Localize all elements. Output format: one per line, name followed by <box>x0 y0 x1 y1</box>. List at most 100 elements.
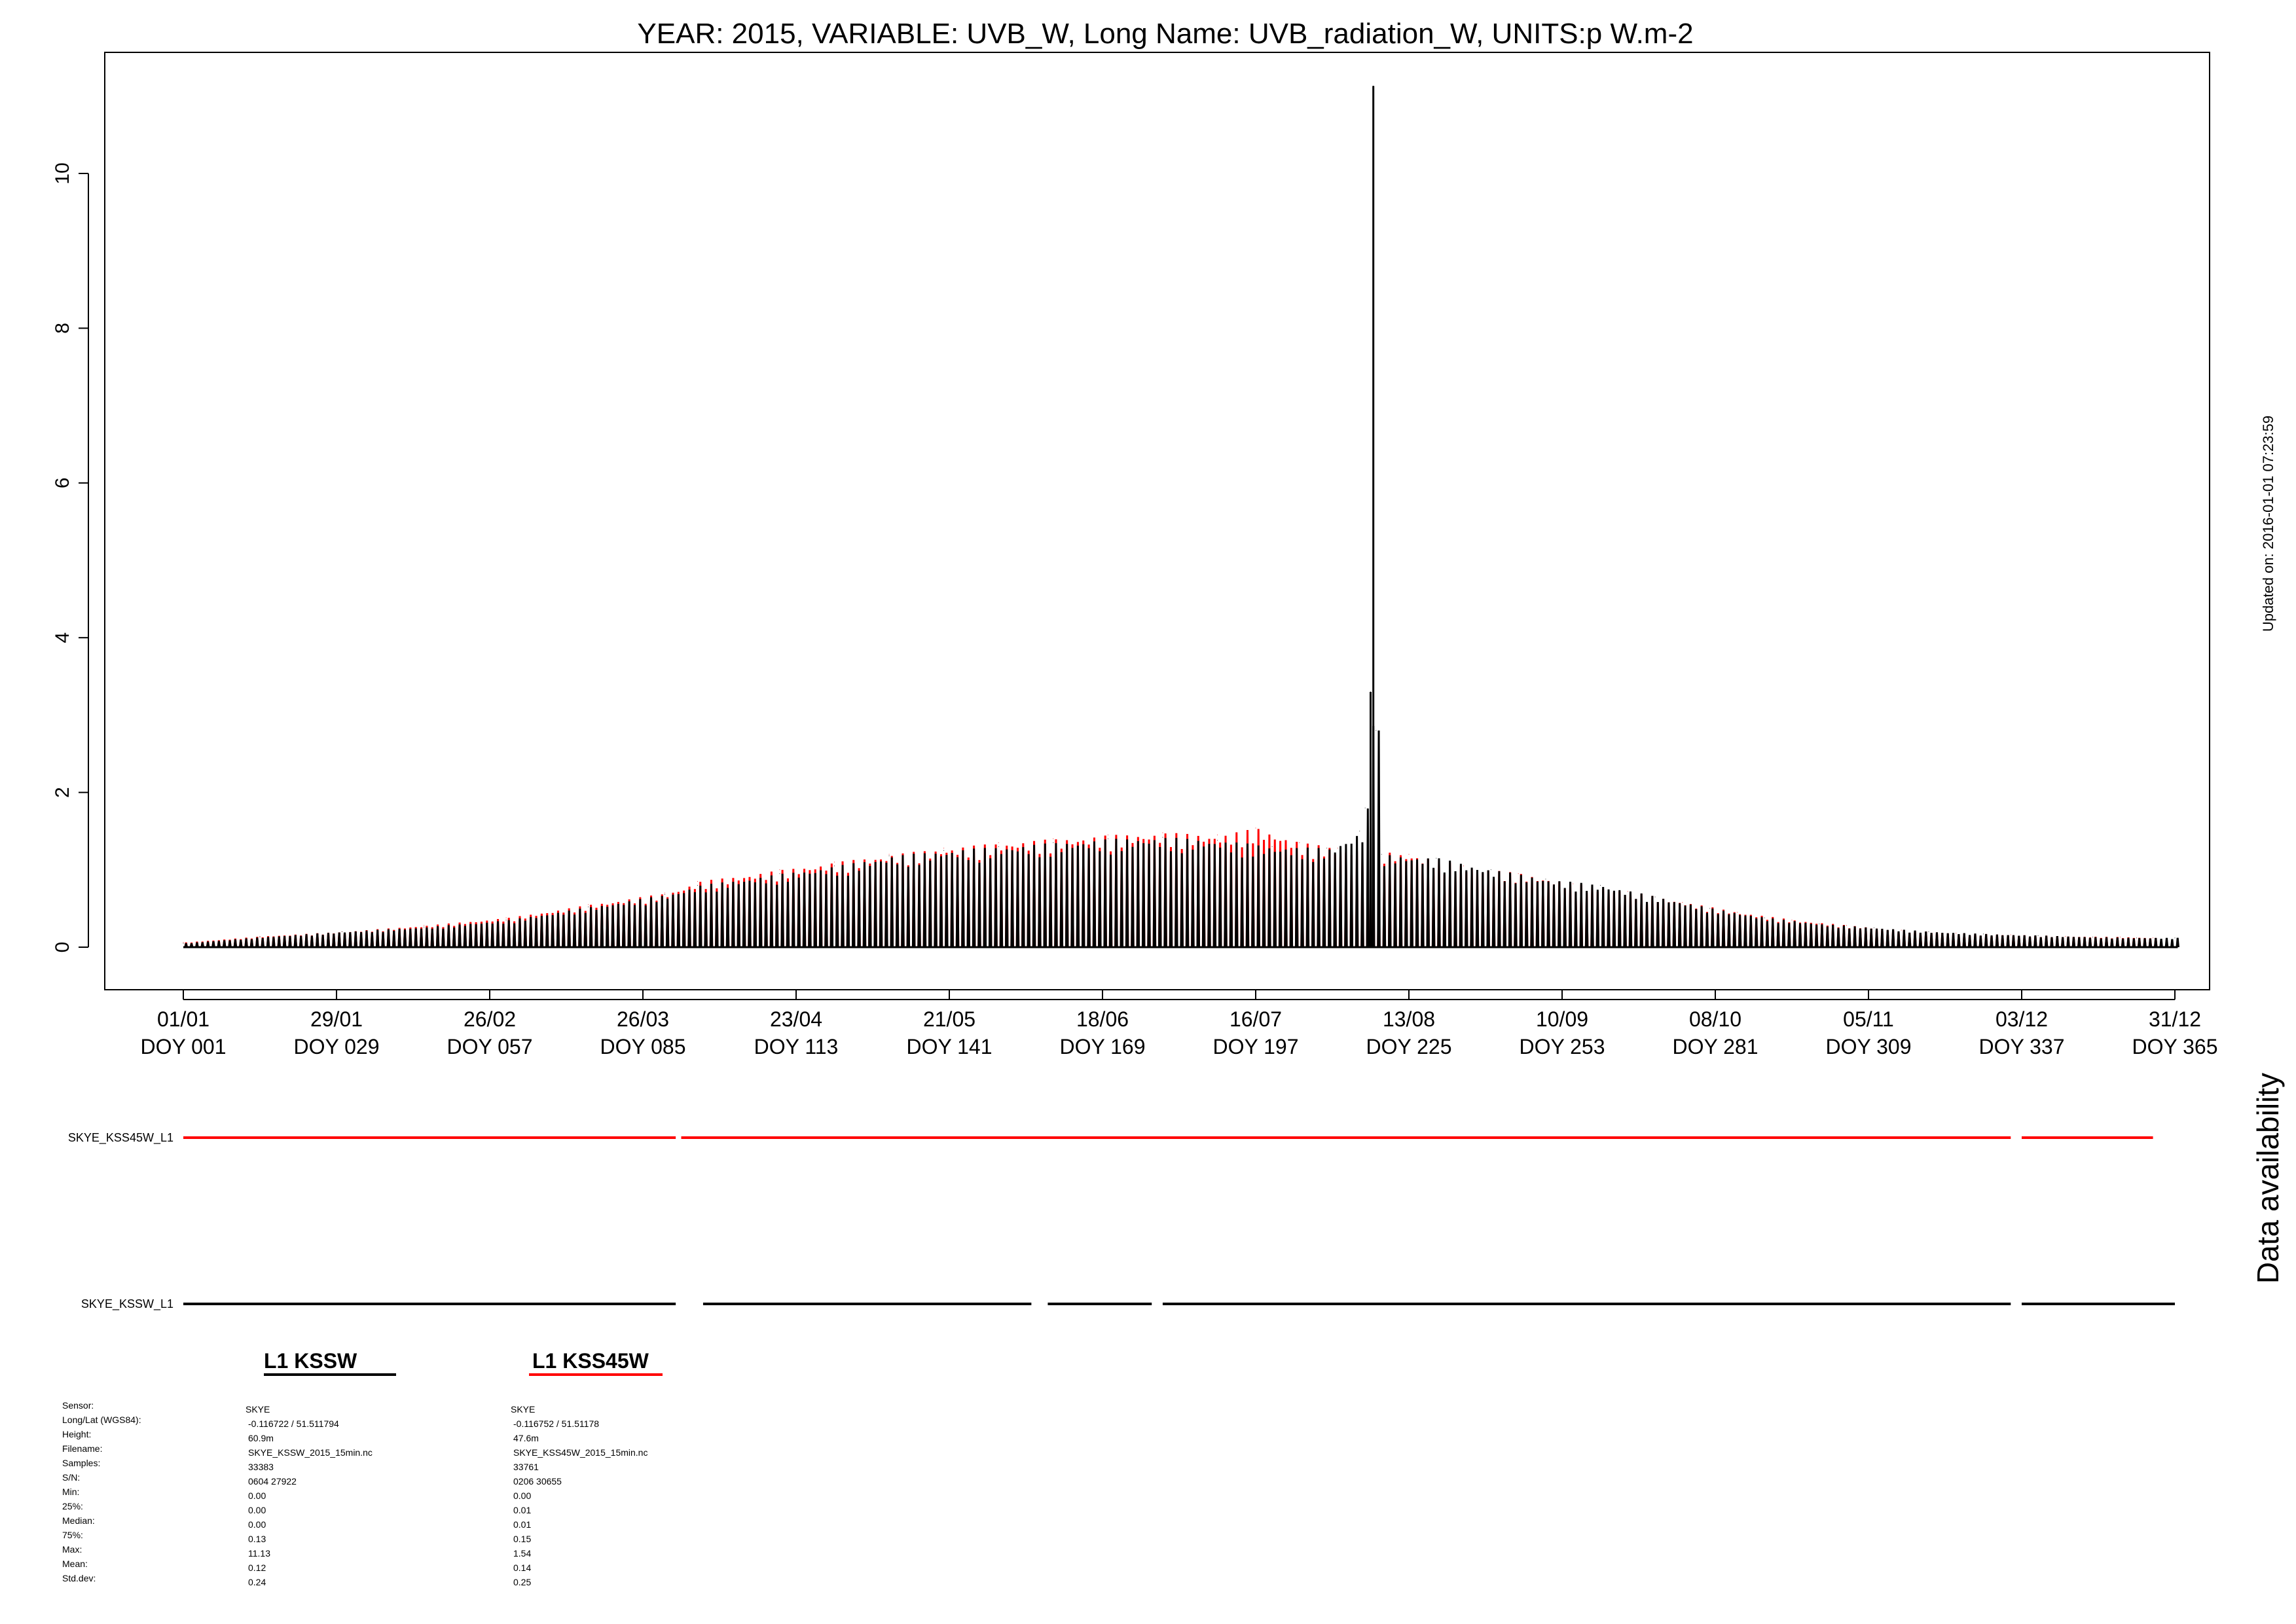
data-point <box>1271 846 1273 847</box>
data-point <box>779 869 780 871</box>
x-tick-doy-label: DOY 001 <box>140 1035 226 1058</box>
availability-row-label: SKYE_KSS45W_L1 <box>68 1131 173 1145</box>
data-point <box>259 935 261 937</box>
data-point <box>2136 937 2137 939</box>
y-tick-label: 8 <box>52 323 73 334</box>
data-point <box>1299 842 1300 843</box>
stats-kssw-value: 0.24 <box>248 1577 266 1587</box>
x-tick-doy-label: DOY 085 <box>600 1035 685 1058</box>
y-axis: 0 2 4 6 8 10 <box>52 162 89 953</box>
x-tick-date-label: 23/04 <box>770 1007 822 1031</box>
stats-row-label: Mean: <box>62 1559 88 1569</box>
stats-row-label: Max: <box>62 1544 82 1555</box>
data-point <box>998 846 999 847</box>
data-point <box>2065 935 2066 937</box>
x-tick-doy-label: DOY 141 <box>906 1035 992 1058</box>
stats-kss45w-value: 0.01 <box>513 1505 531 1515</box>
legend-kss45w-title: L1 KSS45W <box>532 1349 649 1373</box>
stats-row-label: Samples: <box>62 1458 100 1468</box>
stats-kss45w-value: 0.14 <box>513 1562 531 1573</box>
stats-row-label: Filename: <box>62 1443 102 1454</box>
x-tick-doy-label: DOY 225 <box>1366 1035 1451 1058</box>
data-point <box>2037 935 2039 936</box>
data-point <box>1928 931 1929 932</box>
stats-row-label: Median: <box>62 1515 95 1526</box>
stats-kssw-value: SKYE <box>246 1404 270 1415</box>
y-tick-label: 10 <box>52 162 73 184</box>
x-tick-date-label: 08/10 <box>1689 1007 1741 1031</box>
x-tick-doy-label: DOY 029 <box>293 1035 379 1058</box>
stats-kssw-value: 0.12 <box>248 1562 266 1573</box>
data-point <box>834 865 835 867</box>
x-tick-date-label: 01/01 <box>157 1007 210 1031</box>
plot-frame <box>104 52 2210 990</box>
stats-row-label: 25%: <box>62 1501 83 1511</box>
data-point <box>1709 908 1711 909</box>
x-tick-date-label: 29/01 <box>310 1007 363 1031</box>
stats-kss45w-value: 1.54 <box>513 1548 531 1559</box>
stats-table: Sensor: Long/Lat (WGS84): Height: Filename:… <box>62 1400 647 1587</box>
x-tick-doy-label: DOY 309 <box>1825 1035 1911 1058</box>
data-point <box>1682 901 1683 903</box>
data-point <box>834 861 835 863</box>
x-tick-doy-label: DOY 057 <box>446 1035 532 1058</box>
x-tick-date-label: 18/06 <box>1076 1007 1129 1031</box>
stats-row-label: Sensor: <box>62 1400 94 1411</box>
stats-row-label: S/N: <box>62 1472 80 1483</box>
stats-kss45w-value: 0.00 <box>513 1490 531 1501</box>
data-point <box>1600 884 1601 886</box>
data-point <box>943 850 945 851</box>
stats-kss45w-value: 0206 30655 <box>513 1476 562 1487</box>
x-tick-date-label: 03/12 <box>1995 1007 2048 1031</box>
stats-kssw-value: 0.00 <box>248 1490 266 1501</box>
x-tick-date-label: 10/09 <box>1536 1007 1588 1031</box>
x-axis: 01/01 DOY 001 29/01 DOY 029 26/02 DOY 057 26/0… <box>140 990 2218 1058</box>
data-point <box>1463 865 1465 867</box>
stats-row-label: Min: <box>62 1487 79 1497</box>
data-point <box>1901 929 1902 931</box>
data-point <box>1846 925 1848 926</box>
stats-kss45w-value: 0.25 <box>513 1577 531 1587</box>
data-point <box>1545 878 1546 880</box>
chart-title: YEAR: 2015, VARIABLE: UVB_W, Long Name: … <box>637 18 1693 50</box>
data-point <box>2174 937 2176 939</box>
updated-timestamp: Updated on: 2016-01-01 07:23:59 <box>2260 416 2276 632</box>
y-tick-label: 2 <box>52 787 73 798</box>
stats-kss45w-value: -0.116752 / 51.51178 <box>513 1418 599 1429</box>
x-tick-doy-label: DOY 197 <box>1212 1035 1298 1058</box>
data-point <box>587 904 589 905</box>
x-tick-doy-label: DOY 281 <box>1672 1035 1758 1058</box>
stats-kssw-value: 60.9m <box>248 1433 274 1443</box>
data-point <box>697 881 699 882</box>
availability-row-label: SKYE_KSSW_L1 <box>81 1297 173 1311</box>
x-tick-doy-label: DOY 337 <box>1978 1035 2064 1058</box>
data-point <box>697 884 699 886</box>
series-trace-path <box>183 726 2179 948</box>
x-tick-date-label: 05/11 <box>1843 1007 1894 1031</box>
x-tick-date-label: 16/07 <box>1230 1007 1282 1031</box>
x-tick-date-label: 26/03 <box>617 1007 669 1031</box>
data-point <box>1408 854 1410 855</box>
data-point <box>183 943 184 944</box>
x-tick-doy-label: DOY 113 <box>754 1035 839 1058</box>
x-tick-date-label: 31/12 <box>2149 1007 2201 1031</box>
availability-panel: SKYE_KSS45W_L1 SKYE_KSSW_L1 <box>68 1131 2175 1311</box>
stats-row-label: Height: <box>62 1429 91 1439</box>
data-point <box>998 842 999 843</box>
x-tick-date-label: 21/05 <box>923 1007 975 1031</box>
x-tick-doy-label: DOY 365 <box>2132 1035 2217 1058</box>
stats-kssw-value: 33383 <box>248 1462 274 1472</box>
data-point <box>1381 854 1382 855</box>
stats-kssw-value: -0.116722 / 51.511794 <box>248 1418 339 1429</box>
series-kssw-trace <box>183 85 2179 948</box>
stats-row-label: Long/Lat (WGS84): <box>62 1415 141 1425</box>
stats-kss45w-value: SKYE <box>511 1404 535 1415</box>
x-tick-doy-label: DOY 253 <box>1519 1035 1605 1058</box>
y-tick-label: 0 <box>52 942 73 953</box>
data-point <box>1518 873 1519 875</box>
stats-kssw-value: 0.00 <box>248 1505 266 1515</box>
stats-row-label: 75%: <box>62 1530 83 1540</box>
stats-kssw-value: 11.13 <box>248 1548 270 1559</box>
x-tick-date-label: 26/02 <box>464 1007 516 1031</box>
